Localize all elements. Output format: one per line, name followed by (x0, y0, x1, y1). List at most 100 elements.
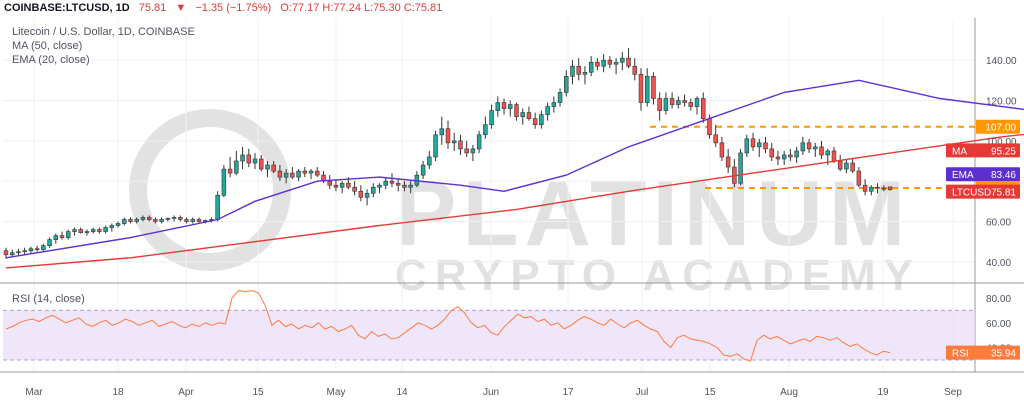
candle (47, 239, 52, 246)
rsi-tick-label: 60.00 (986, 319, 1011, 330)
candle (763, 142, 768, 150)
watermark-text-2: CRYPTO ACADEMY (395, 251, 921, 300)
candle (103, 227, 108, 232)
x-tick-label: Aug (780, 387, 798, 398)
candle (887, 186, 893, 190)
candle (159, 219, 164, 222)
candle (526, 112, 532, 119)
candle (78, 229, 83, 233)
x-tick-label: 17 (562, 387, 574, 398)
candle (831, 150, 837, 162)
candle (582, 71, 588, 75)
candle (439, 128, 445, 136)
candle (564, 76, 569, 93)
candle (246, 154, 252, 164)
candle (9, 252, 15, 256)
candle (333, 184, 339, 188)
rsi-badge (946, 345, 1020, 360)
candle (371, 186, 376, 194)
candle (352, 186, 357, 192)
candle (508, 104, 513, 109)
candle (165, 218, 171, 220)
last-price: 75.81 (138, 2, 167, 14)
candle (395, 182, 401, 186)
candle (514, 104, 519, 117)
price-change: −1.35 (−1.75%) (195, 2, 272, 14)
candle (53, 235, 59, 240)
x-tick-label: Jun (483, 387, 499, 398)
candle (420, 164, 426, 176)
candle (813, 146, 818, 150)
candle (153, 219, 158, 222)
rsi-band (3, 310, 975, 360)
candle (881, 187, 887, 190)
candle (464, 148, 469, 154)
candle (713, 134, 718, 144)
candle (402, 184, 407, 188)
candle (16, 251, 21, 254)
candle (259, 158, 264, 170)
x-tick-label: 19 (877, 387, 889, 398)
candle (221, 168, 227, 196)
candle (134, 219, 139, 222)
candle (427, 156, 432, 166)
x-tick-label: 14 (396, 387, 408, 398)
candle (283, 172, 289, 178)
candle (115, 223, 121, 226)
candle (66, 231, 71, 238)
candle (669, 98, 675, 105)
candle (22, 250, 27, 253)
candle (707, 118, 712, 136)
candle (59, 235, 65, 238)
candle (862, 184, 868, 192)
candle (146, 217, 152, 220)
candle (501, 102, 507, 109)
candle (28, 248, 34, 252)
candle (458, 140, 463, 150)
candle (632, 65, 637, 75)
candle (613, 61, 619, 65)
candle (90, 229, 96, 232)
candle (339, 182, 345, 188)
x-tick-label: May (327, 387, 346, 398)
ohlc-values: O:77.17 H:77.24 L:75.30 C:75.81 (280, 2, 443, 14)
candle (327, 180, 332, 186)
price-badge (976, 119, 1020, 134)
candle (178, 217, 183, 220)
x-tick-label: Sep (944, 387, 962, 398)
candle (663, 98, 669, 111)
candle (644, 76, 650, 103)
candle (196, 219, 202, 222)
candle (171, 217, 177, 219)
price-badge-value: 83.46 (991, 170, 1016, 181)
candle (688, 102, 694, 107)
candle (769, 148, 774, 158)
candle (383, 180, 388, 186)
candle (856, 170, 862, 186)
candle (408, 184, 413, 188)
candle (377, 184, 382, 188)
y-tick-label: 140.00 (986, 56, 1017, 67)
candle (389, 180, 395, 184)
price-badge-value: 95.25 (991, 146, 1016, 157)
candle (800, 142, 806, 152)
candle (837, 160, 843, 170)
candle (445, 128, 451, 144)
candle (109, 225, 115, 228)
down-arrow-icon: ▼ (175, 2, 187, 14)
ema-line (5, 79, 1024, 259)
candle (775, 156, 781, 160)
candle (346, 182, 351, 188)
candle (72, 229, 77, 232)
candle (576, 65, 581, 75)
candle (694, 98, 700, 107)
price-badge-name: LTCUSD (952, 188, 991, 199)
price-badge-value: 75.81 (991, 188, 1016, 199)
candle (97, 229, 102, 232)
candle (296, 170, 301, 178)
candle (84, 231, 90, 233)
candle (290, 172, 295, 178)
price-badge (946, 143, 1020, 158)
